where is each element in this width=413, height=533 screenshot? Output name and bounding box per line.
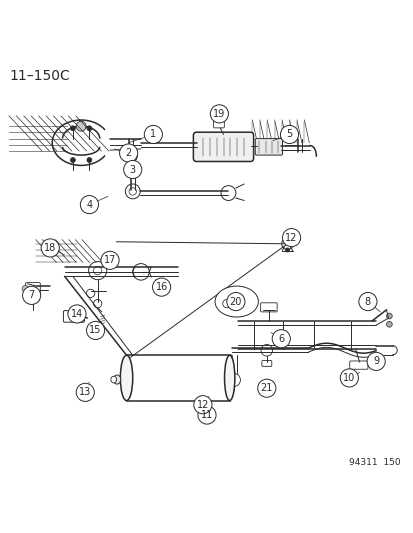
Text: 21: 21 bbox=[260, 383, 272, 393]
Circle shape bbox=[68, 305, 86, 323]
Text: 3: 3 bbox=[129, 165, 135, 174]
Text: 8: 8 bbox=[364, 296, 370, 306]
Circle shape bbox=[144, 125, 162, 143]
Ellipse shape bbox=[113, 375, 121, 384]
Text: 18: 18 bbox=[44, 243, 56, 253]
Circle shape bbox=[358, 293, 376, 311]
FancyBboxPatch shape bbox=[25, 282, 40, 295]
Text: 13: 13 bbox=[79, 387, 91, 397]
Text: 7: 7 bbox=[28, 290, 35, 301]
Circle shape bbox=[386, 313, 391, 319]
FancyBboxPatch shape bbox=[349, 361, 367, 369]
Circle shape bbox=[80, 196, 98, 214]
Circle shape bbox=[22, 286, 40, 304]
Circle shape bbox=[197, 406, 216, 424]
Text: 12: 12 bbox=[285, 232, 297, 243]
Text: 1: 1 bbox=[150, 130, 156, 140]
Circle shape bbox=[152, 278, 170, 296]
Circle shape bbox=[193, 395, 211, 414]
Ellipse shape bbox=[111, 376, 116, 383]
Circle shape bbox=[339, 369, 358, 387]
Circle shape bbox=[76, 383, 94, 401]
Circle shape bbox=[22, 286, 28, 292]
Text: 9: 9 bbox=[372, 357, 378, 366]
Circle shape bbox=[70, 126, 75, 131]
Circle shape bbox=[76, 122, 86, 131]
Text: 5: 5 bbox=[286, 130, 292, 140]
Text: 11: 11 bbox=[200, 410, 213, 420]
Text: 12: 12 bbox=[196, 400, 209, 410]
Circle shape bbox=[366, 352, 385, 370]
Circle shape bbox=[257, 379, 275, 397]
Ellipse shape bbox=[224, 355, 234, 401]
FancyBboxPatch shape bbox=[260, 303, 276, 312]
Text: 20: 20 bbox=[229, 296, 242, 306]
Circle shape bbox=[271, 329, 290, 348]
Circle shape bbox=[86, 321, 104, 340]
FancyBboxPatch shape bbox=[261, 361, 271, 366]
Circle shape bbox=[285, 248, 289, 252]
Circle shape bbox=[70, 158, 75, 163]
Circle shape bbox=[226, 293, 244, 311]
Text: 94311  150: 94311 150 bbox=[349, 458, 400, 466]
Ellipse shape bbox=[120, 355, 133, 401]
Circle shape bbox=[101, 251, 119, 269]
Text: 17: 17 bbox=[104, 255, 116, 265]
Circle shape bbox=[87, 158, 92, 163]
Circle shape bbox=[119, 144, 138, 162]
FancyBboxPatch shape bbox=[63, 311, 84, 322]
Text: 19: 19 bbox=[213, 109, 225, 119]
Circle shape bbox=[280, 125, 298, 143]
FancyBboxPatch shape bbox=[193, 132, 253, 161]
FancyBboxPatch shape bbox=[255, 139, 282, 155]
Ellipse shape bbox=[214, 286, 258, 317]
Circle shape bbox=[210, 105, 228, 123]
Text: 4: 4 bbox=[86, 199, 92, 209]
Text: 11–150C: 11–150C bbox=[9, 69, 69, 83]
Text: 15: 15 bbox=[89, 326, 102, 335]
Circle shape bbox=[41, 239, 59, 257]
Text: 14: 14 bbox=[71, 309, 83, 319]
Circle shape bbox=[386, 321, 391, 327]
Text: 6: 6 bbox=[278, 334, 284, 344]
Circle shape bbox=[123, 160, 142, 179]
Text: 16: 16 bbox=[155, 282, 167, 292]
Circle shape bbox=[87, 126, 92, 131]
FancyBboxPatch shape bbox=[213, 122, 224, 128]
Text: 10: 10 bbox=[342, 373, 355, 383]
Text: 2: 2 bbox=[125, 148, 131, 158]
Circle shape bbox=[282, 229, 300, 247]
